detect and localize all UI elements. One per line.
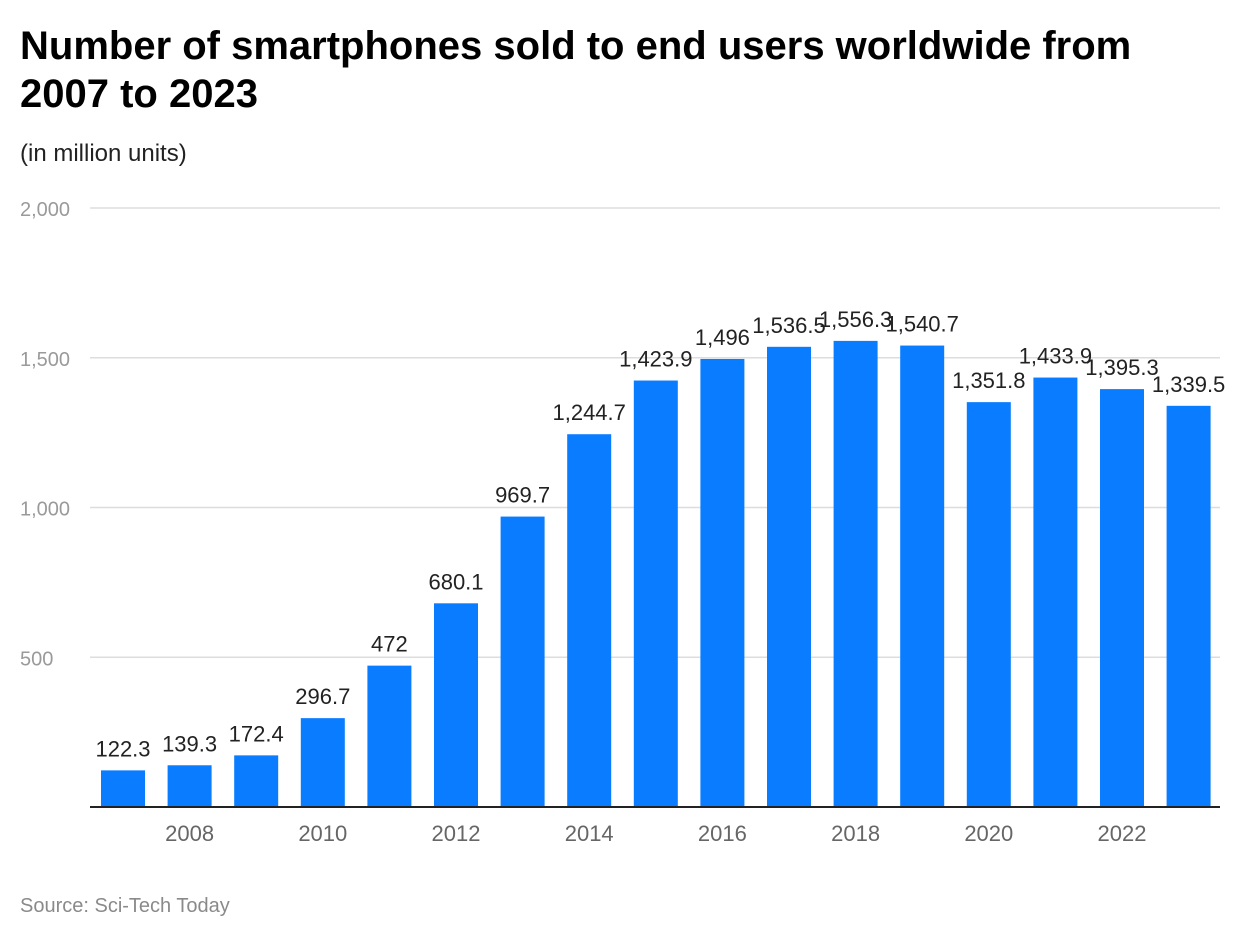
data-label: 172.4 <box>229 721 284 746</box>
data-label: 1,540.7 <box>885 312 958 337</box>
bar <box>234 755 279 807</box>
bars <box>101 340 1211 807</box>
data-label: 1,496 <box>695 325 750 350</box>
bar <box>833 340 878 807</box>
data-label: 1,351.8 <box>952 368 1025 393</box>
y-tick-label: 1,000 <box>20 499 70 521</box>
bar <box>633 380 678 807</box>
source-note: Source: Sci-Tech Today <box>20 895 230 917</box>
y-tick-label: 500 <box>20 648 53 670</box>
bar <box>300 718 345 807</box>
x-tick-label: 2008 <box>165 821 214 846</box>
x-tick-label: 2022 <box>1098 821 1147 846</box>
x-tick-label: 2020 <box>964 821 1013 846</box>
data-label: 969.7 <box>495 483 550 508</box>
value-labels: 122.3 139.3 172.4 296.7 472 680.1 969.7 1,244.7… <box>95 307 1225 761</box>
data-label: 1,536.5 <box>752 313 825 338</box>
x-axis-ticks: 2008 2010 2012 2014 2016 2018 2020 2022 <box>165 821 1146 846</box>
x-tick-label: 2014 <box>565 821 614 846</box>
data-label: 1,556.3 <box>819 307 892 332</box>
data-label: 1,244.7 <box>552 400 625 425</box>
bar <box>700 358 745 807</box>
data-label: 122.3 <box>95 736 150 761</box>
bar <box>434 603 478 807</box>
bar <box>1033 377 1078 807</box>
data-label: 680.1 <box>428 569 483 594</box>
bar <box>767 346 811 807</box>
bar <box>1100 389 1144 807</box>
data-label: 1,395.3 <box>1085 355 1158 380</box>
gridlines <box>90 207 1220 658</box>
data-label: 1,423.9 <box>619 347 692 372</box>
x-tick-label: 2012 <box>432 821 481 846</box>
bar <box>101 770 145 807</box>
bar <box>1166 405 1211 807</box>
bar <box>567 434 612 807</box>
x-tick-label: 2016 <box>698 821 747 846</box>
data-label: 296.7 <box>295 684 350 709</box>
y-tick-label: 2,000 <box>20 199 70 221</box>
y-axis-ticks: 500 1,000 1,500 2,000 <box>20 199 70 670</box>
chart-title: Number of smartphones sold to end users … <box>20 24 1132 116</box>
chart-subtitle: (in million units) <box>20 140 187 167</box>
y-tick-label: 1,500 <box>20 349 70 371</box>
bar <box>500 516 545 807</box>
data-label: 1,339.5 <box>1152 372 1225 397</box>
data-label: 472 <box>371 632 408 657</box>
x-tick-label: 2018 <box>831 821 880 846</box>
bar <box>900 345 945 807</box>
x-tick-label: 2010 <box>298 821 347 846</box>
bar <box>966 402 1011 807</box>
data-label: 1,433.9 <box>1019 344 1092 369</box>
bar <box>367 665 412 807</box>
bar <box>167 765 212 807</box>
data-label: 139.3 <box>162 731 217 756</box>
